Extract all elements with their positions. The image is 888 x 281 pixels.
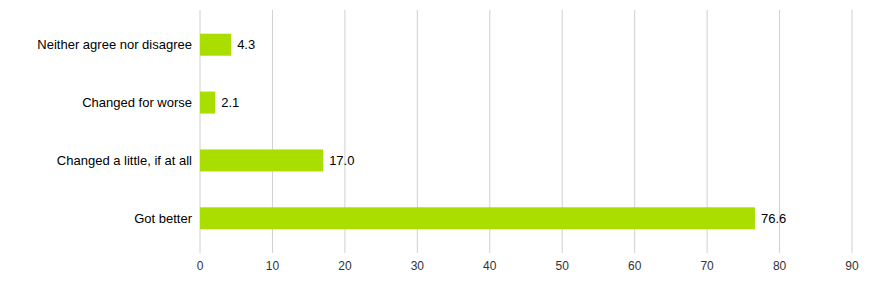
- category-label: Neither agree nor disagree: [37, 37, 192, 52]
- x-tick-label: 20: [338, 259, 352, 273]
- bar: [200, 207, 755, 229]
- y-axis: Got better Changed a little, if at all Cha…: [37, 37, 192, 226]
- category-label: Got better: [134, 211, 192, 226]
- bar: [200, 92, 215, 114]
- grid: [200, 10, 852, 253]
- category-label: Changed a little, if at all: [57, 153, 192, 168]
- data-label: 76.6: [761, 211, 786, 226]
- chart-svg: 0 10 20 30 40 50 60 70 80 90 76.6 17.0 2.1 4.3 Got bet…: [0, 0, 888, 281]
- labels: 76.6 17.0 2.1 4.3: [221, 37, 786, 226]
- x-tick-label: 10: [266, 259, 280, 273]
- data-label: 4.3: [237, 37, 255, 52]
- grid-line: [852, 10, 853, 253]
- category-label: Changed for worse: [82, 95, 192, 110]
- x-tick-label: 80: [773, 259, 787, 273]
- x-tick-label: 50: [556, 259, 570, 273]
- x-tick-label: 90: [845, 259, 859, 273]
- x-tick-label: 40: [483, 259, 497, 273]
- chart-container: 0 10 20 30 40 50 60 70 80 90 76.6 17.0 2.1 4.3 Got bet…: [0, 0, 888, 281]
- bar: [200, 149, 323, 171]
- x-tick-label: 60: [628, 259, 642, 273]
- x-axis: 0 10 20 30 40 50 60 70 80 90: [197, 259, 859, 273]
- data-label: 17.0: [329, 153, 354, 168]
- bars: [200, 34, 755, 230]
- x-tick-label: 0: [197, 259, 204, 273]
- x-tick-label: 30: [411, 259, 425, 273]
- x-tick-label: 70: [700, 259, 714, 273]
- data-label: 2.1: [221, 95, 239, 110]
- bar: [200, 34, 231, 56]
